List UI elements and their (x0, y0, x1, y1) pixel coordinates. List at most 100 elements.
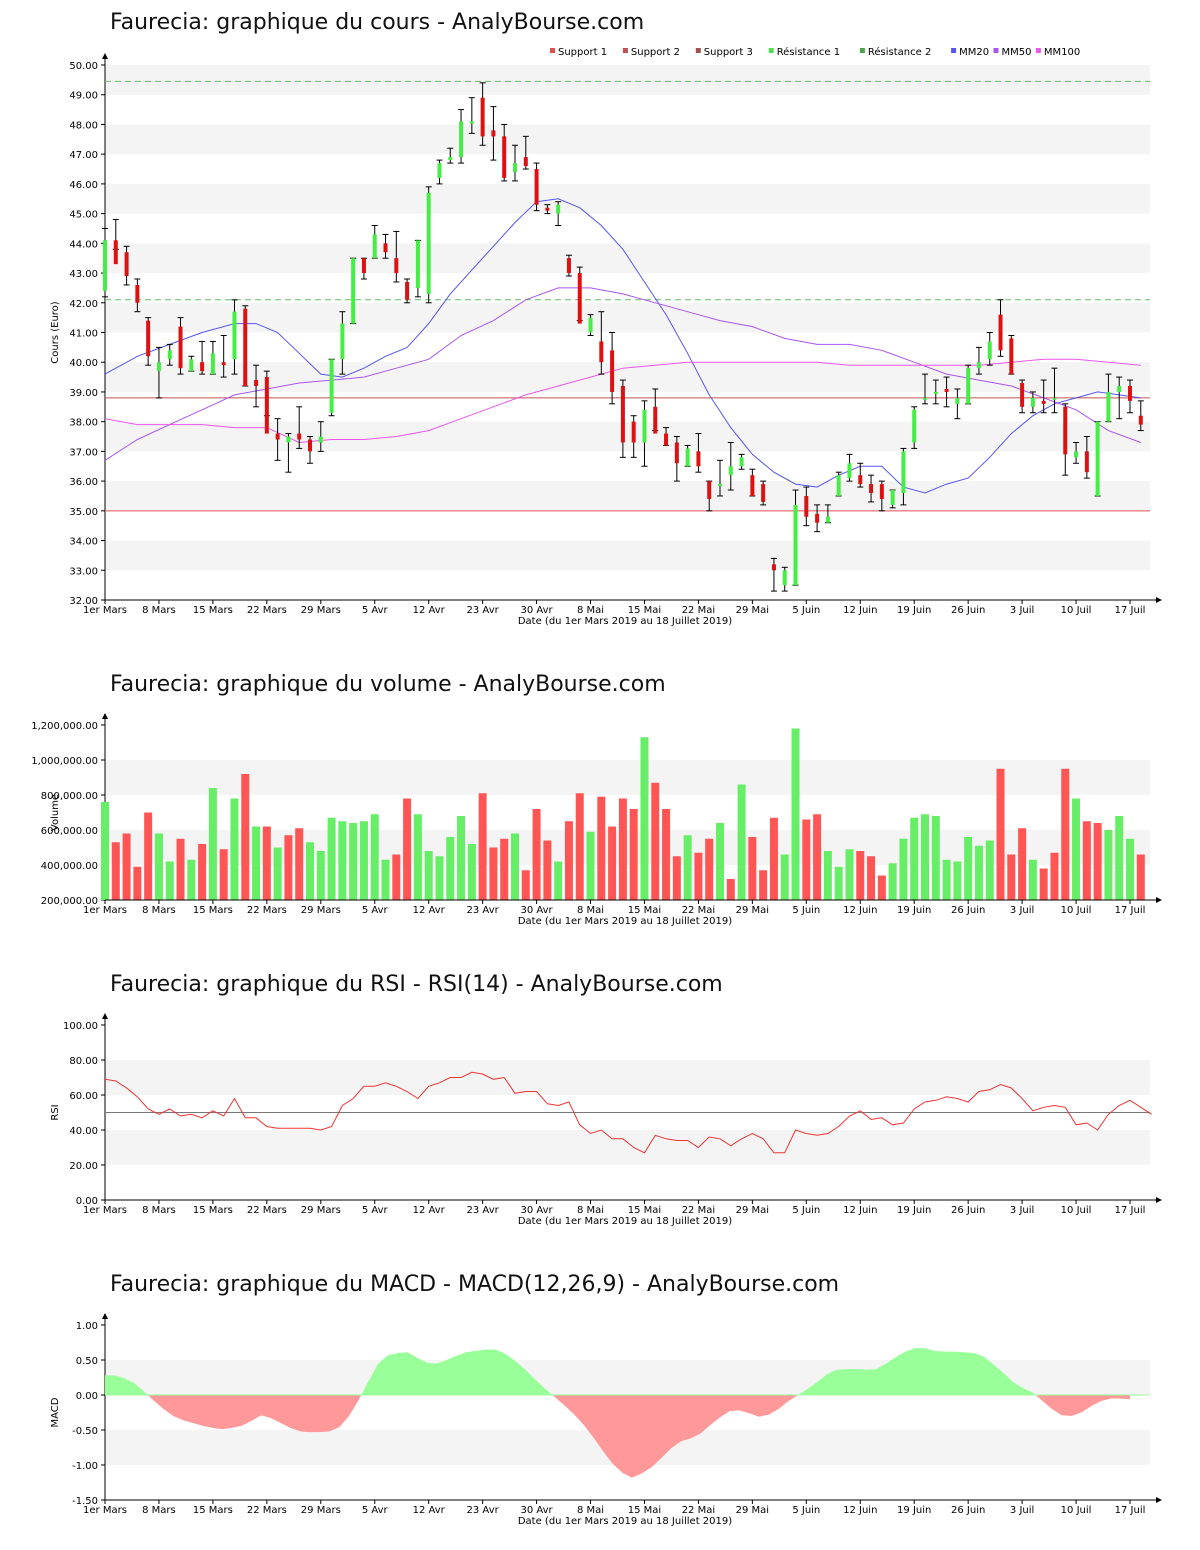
price-ytick-label: 39.00 (69, 388, 98, 399)
legend-swatch (550, 48, 555, 53)
volume-bar (1082, 821, 1091, 900)
volume-bar (586, 831, 595, 900)
rsi-xtick-label: 26 Juin (951, 1205, 985, 1216)
rsi-xtick-label: 29 Mai (736, 1205, 769, 1216)
volume-xtick-label: 23 Avr (467, 905, 500, 916)
candle-body (1052, 397, 1057, 400)
volume-bar (867, 856, 876, 900)
volume-bar (899, 838, 908, 900)
candle-body (987, 341, 992, 360)
volume-grid-band (105, 760, 1150, 795)
macd-xtick-label: 26 Juin (951, 1505, 985, 1516)
volume-bar (316, 851, 325, 900)
rsi-x-arrow (1156, 1197, 1162, 1203)
rsi-xtick-label: 15 Mars (193, 1205, 233, 1216)
volume-bar (608, 826, 617, 900)
volume-bar (478, 793, 487, 900)
price-ytick-label: 32.00 (69, 596, 98, 607)
volume-bar (575, 793, 584, 900)
volume-bar (921, 814, 929, 900)
volume-bar (467, 844, 476, 900)
volume-bar (931, 816, 940, 900)
volume-bar (424, 851, 433, 900)
macd-chart-title: Faurecia: graphique du MACD - MACD(12,26… (110, 1272, 840, 1297)
volume-bar (694, 852, 703, 900)
macd-ytick-label: 0.00 (76, 1391, 98, 1402)
candle-body (1095, 421, 1100, 496)
macd-ytick-label: -0.50 (72, 1426, 98, 1437)
candle-body (361, 258, 366, 274)
rsi-xtick-label: 22 Mai (682, 1205, 715, 1216)
macd-xtick-label: 12 Avr (413, 1505, 446, 1516)
candle-body (286, 436, 291, 443)
macd-ytick-label: 0.50 (76, 1356, 98, 1367)
price-grid-band (105, 65, 1150, 95)
price-xtick-label: 22 Mars (247, 605, 287, 616)
candle-body (912, 409, 917, 443)
price-xtick-label: 26 Juin (951, 605, 985, 616)
candle-body (1030, 397, 1035, 407)
legend-label: Résistance 2 (868, 46, 931, 58)
candle-body (534, 169, 539, 205)
legend-swatch (622, 48, 628, 53)
candle-body (480, 97, 485, 137)
volume-bar (295, 828, 304, 900)
legend-swatch (695, 48, 701, 53)
price-xtick-label: 19 Juin (897, 605, 931, 616)
price-ytick-label: 36.00 (69, 477, 98, 488)
volume-ytick-label: 800,000.00 (41, 791, 98, 802)
volume-bar (392, 854, 401, 900)
candle-body (1138, 415, 1143, 425)
candle-body (394, 258, 399, 274)
macd-xtick-label: 3 Juil (1010, 1505, 1034, 1516)
price-ytick-label: 42.00 (69, 299, 98, 310)
legend-label: Support 1 (558, 47, 607, 58)
volume-xtick-label: 19 Juin (897, 905, 931, 916)
volume-xtick-label: 1er Mars (83, 905, 127, 916)
rsi-xtick-label: 15 Mai (628, 1205, 661, 1216)
macd-xtick-label: 8 Mars (142, 1505, 176, 1516)
legend-label: MM50 (1002, 47, 1032, 58)
legend-label: Résistance 1 (777, 46, 840, 58)
legend-swatch (1035, 48, 1041, 53)
macd-xtick-label: 17 Juil (1115, 1505, 1146, 1516)
price-xtick-label: 3 Juil (1010, 605, 1034, 616)
candle-body (469, 121, 474, 124)
volume-bar (511, 833, 519, 900)
macd-xtick-label: 29 Mars (301, 1505, 341, 1516)
candle-body (502, 136, 507, 178)
volume-ytick-label: 1,000,000.00 (31, 756, 98, 767)
volume-bar (241, 774, 250, 900)
price-xtick-label: 12 Juin (843, 605, 877, 616)
volume-bar (198, 844, 207, 900)
macd-negative-area (552, 1395, 799, 1478)
price-xtick-label: 15 Mai (628, 605, 661, 616)
rsi-ytick-label: 20.00 (69, 1161, 98, 1172)
volume-bar (910, 817, 919, 900)
volume-xtick-label: 22 Mars (247, 905, 287, 916)
macd-positive-area (361, 1349, 553, 1395)
volume-bar (1050, 852, 1059, 900)
legend-swatch (993, 48, 999, 53)
volume-bar (856, 851, 865, 900)
price-grid-band (105, 540, 1150, 571)
rsi-xtick-label: 5 Juin (792, 1205, 820, 1216)
candle-body (275, 433, 280, 440)
volume-bar (230, 798, 239, 900)
volume-bar (716, 823, 724, 900)
price-xtick-label: 23 Avr (467, 605, 500, 616)
volume-bar (154, 833, 163, 900)
price-ytick-label: 33.00 (69, 566, 98, 577)
volume-bar (564, 821, 573, 900)
price-xtick-label: 17 Juil (1115, 605, 1146, 616)
volume-bar (554, 861, 563, 900)
rsi-xtick-label: 5 Avr (362, 1205, 389, 1216)
candle-body (685, 448, 690, 467)
volume-chart: 200,000.00 400,000.00 600,000.00 800,000.00… (31, 713, 1162, 927)
volume-bar (446, 837, 455, 900)
macd-y-arrow (102, 1313, 108, 1319)
candle-body (545, 207, 550, 211)
candle-body (103, 240, 107, 291)
volume-bar (748, 837, 757, 900)
candle-body (599, 341, 604, 363)
